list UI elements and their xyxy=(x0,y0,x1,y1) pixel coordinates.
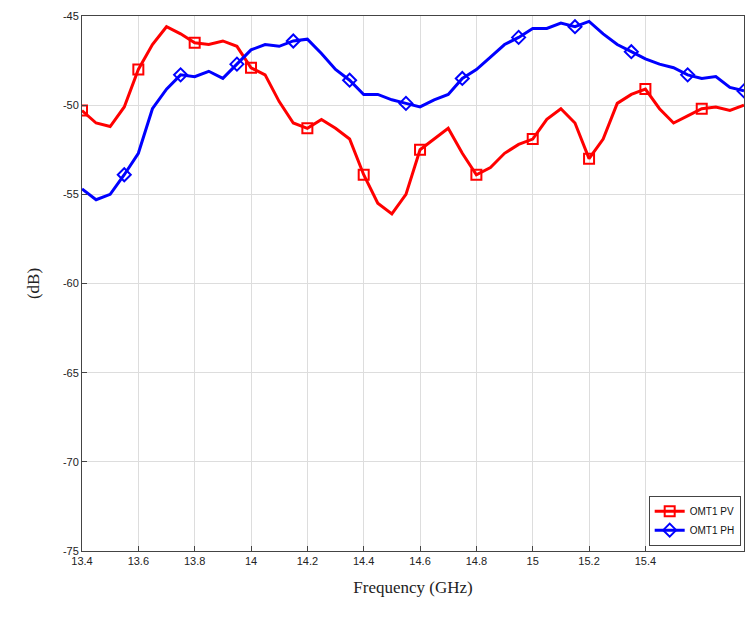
svg-text:-60: -60 xyxy=(63,277,79,289)
svg-text:15: 15 xyxy=(527,555,539,567)
svg-text:14.8: 14.8 xyxy=(466,555,487,567)
svg-text:OMT1 PH: OMT1 PH xyxy=(690,525,734,536)
svg-text:(dB): (dB) xyxy=(24,268,43,299)
svg-text:-50: -50 xyxy=(63,99,79,111)
svg-text:14.6: 14.6 xyxy=(409,555,430,567)
svg-text:14.2: 14.2 xyxy=(297,555,318,567)
svg-text:15.4: 15.4 xyxy=(635,555,656,567)
svg-text:-75: -75 xyxy=(63,545,79,557)
svg-text:-65: -65 xyxy=(63,367,79,379)
svg-text:15.2: 15.2 xyxy=(578,555,599,567)
svg-text:Frequency (GHz): Frequency (GHz) xyxy=(353,578,472,597)
svg-text:OMT1 PV: OMT1 PV xyxy=(690,506,734,517)
svg-text:13.4: 13.4 xyxy=(71,555,92,567)
svg-text:14.4: 14.4 xyxy=(353,555,374,567)
svg-text:-55: -55 xyxy=(63,188,79,200)
svg-text:-45: -45 xyxy=(63,10,79,22)
svg-text:14: 14 xyxy=(245,555,257,567)
svg-text:13.8: 13.8 xyxy=(184,555,205,567)
svg-text:-70: -70 xyxy=(63,456,79,468)
svg-text:13.6: 13.6 xyxy=(128,555,149,567)
